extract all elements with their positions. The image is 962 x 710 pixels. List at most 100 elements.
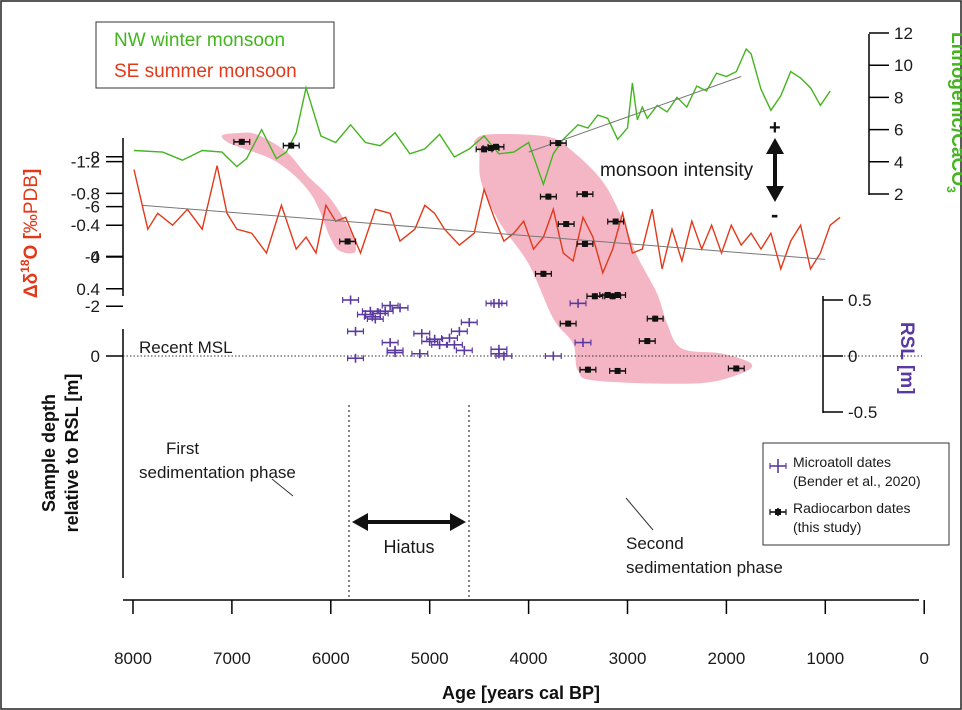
monsoon-arrow-head-down — [766, 186, 784, 202]
microatoll-point-12 — [386, 345, 404, 355]
series-layer — [133, 47, 841, 276]
second-phase-leader — [625, 497, 654, 531]
x-tick-label-6: 2000 — [707, 649, 745, 668]
radiocarbon-point-0-marker — [238, 138, 245, 145]
points-layer — [233, 138, 745, 374]
lithogenic-axis-title: Lithogenic/CaCO3 — [944, 32, 962, 193]
lithogenic-tick-label-4: 10 — [894, 56, 913, 75]
microatoll-point-13 — [391, 303, 409, 313]
axes — [122, 34, 919, 601]
radiocarbon-point-16-marker — [609, 293, 616, 300]
microatoll-point-21 — [450, 326, 468, 336]
bottom-legend-box — [762, 442, 950, 546]
radiocarbon-point-21 — [646, 315, 664, 322]
radiocarbon-point-9-marker — [563, 221, 570, 228]
radiocarbon-point-4-marker — [488, 145, 495, 152]
d18o-axis-title: Δδ18O [‰PDB] — [18, 169, 42, 298]
microatoll-point-30 — [569, 298, 587, 308]
winter-monsoon-trend — [528, 75, 742, 153]
radiocarbon-point-11 — [576, 240, 594, 247]
microatoll-point-2 — [347, 353, 365, 363]
microatoll-point-28 — [490, 349, 508, 359]
legend-radiocarbon-marker-marker — [775, 509, 781, 515]
radiocarbon-point-11-marker — [581, 240, 588, 247]
lithogenic-tick-label-1: 4 — [894, 153, 903, 172]
axis-ticks: 8000 7000 6000 5000 4000 3000 2000 1000 0 2 4 6 8 10 1… — [71, 24, 929, 668]
summer-monsoon-trend — [142, 204, 826, 260]
rsl-axis-title: RSL [m] — [896, 322, 917, 394]
monsoon-minus-sign: - — [771, 202, 778, 227]
radiocarbon-point-3-marker — [481, 146, 488, 153]
monsoon-plus-sign: + — [769, 117, 781, 139]
lithogenic-tick-label-0: 2 — [894, 185, 903, 204]
radiocarbon-point-5-marker — [492, 143, 499, 150]
lithogenic-tick-label-3: 8 — [894, 88, 903, 107]
d18o-tick-label-0: -1.2 — [71, 153, 100, 172]
legend-radiocarbon-marker — [769, 508, 787, 516]
radiocarbon-point-14-marker — [591, 293, 598, 300]
x-tick-label-7: 1000 — [806, 649, 844, 668]
radiocarbon-point-2 — [339, 238, 357, 245]
rsl-tick-label-2: -0.5 — [848, 403, 877, 422]
d18o-tick-label-1: -0.8 — [71, 184, 100, 203]
legend-winter-monsoon: NW winter monsoon — [114, 30, 285, 51]
radiocarbon-point-12 — [576, 191, 594, 198]
legend-summer-monsoon: SE summer monsoon — [114, 61, 297, 82]
x-tick-label-2: 6000 — [312, 649, 350, 668]
first-phase-leader — [271, 478, 294, 497]
radiocarbon-point-20 — [638, 338, 656, 345]
bottom-legend: Microatoll dates (Bender et al., 2020) Ra… — [762, 442, 950, 546]
hiatus-label: Hiatus — [383, 537, 434, 557]
radiocarbon-point-12-marker — [581, 191, 588, 198]
d18o-tick-label-3: 0 — [91, 248, 100, 267]
hiatus-arrow-head-right — [450, 513, 466, 531]
radiocarbon-point-0 — [233, 138, 251, 145]
x-axis-title: Age [years cal BP] — [442, 683, 600, 703]
radiocarbon-point-22 — [727, 365, 745, 372]
radiocarbon-point-17 — [607, 218, 625, 225]
radiocarbon-point-6 — [534, 270, 552, 277]
microatoll-point-19 — [440, 333, 458, 343]
microatoll-point-6 — [366, 314, 384, 324]
d18o-tick-label-4: 0.4 — [76, 280, 100, 299]
microatoll-point-1 — [347, 326, 365, 336]
radiocarbon-point-13-marker — [584, 366, 591, 373]
radiocarbon-point-6-marker — [540, 270, 547, 277]
depth-tick-label-4: -8 — [85, 148, 100, 167]
x-tick-label-0: 8000 — [114, 649, 152, 668]
summer-monsoon-line — [133, 165, 841, 276]
microatoll-point-20 — [445, 340, 463, 350]
d18o-tick-label-2: -0.4 — [71, 216, 100, 235]
first-phase-label: First sedimentation phase — [139, 439, 296, 482]
microatoll-point-8 — [376, 306, 394, 316]
microatoll-point-29 — [544, 351, 562, 361]
radiocarbon-point-9 — [557, 221, 575, 228]
x-tick-label-4: 4000 — [510, 649, 548, 668]
rsl-tick-label-1: 0 — [848, 347, 857, 366]
radiocarbon-point-15-marker — [604, 291, 611, 298]
depth-tick-label-2: -4 — [85, 247, 100, 266]
radiocarbon-point-21-marker — [652, 315, 659, 322]
monsoon-arrow-head-up — [766, 138, 784, 154]
lithogenic-tick-label-5: 12 — [894, 24, 913, 43]
radiocarbon-point-17-marker — [612, 218, 619, 225]
radiocarbon-point-19 — [609, 367, 627, 374]
radiocarbon-point-10-marker — [565, 320, 572, 327]
radiocarbon-point-19-marker — [614, 367, 621, 374]
monsoon-intensity-annotation: monsoon intensity + - — [600, 117, 784, 227]
hiatus-annotation: Hiatus — [348, 405, 470, 598]
top-legend: NW winter monsoon SE summer monsoon — [95, 21, 335, 89]
microatoll-point-17 — [426, 334, 444, 344]
microatoll-point-14 — [411, 349, 429, 359]
depth-tick-label-3: -6 — [85, 198, 100, 217]
radiocarbon-point-8-marker — [555, 140, 562, 147]
x-tick-label-3: 5000 — [411, 649, 449, 668]
radiocarbon-point-7-marker — [545, 193, 552, 200]
radiocarbon-point-1-marker — [288, 142, 295, 149]
recent-msl-label: Recent MSL — [139, 338, 233, 357]
radiocarbon-point-10 — [559, 320, 577, 327]
radiocarbon-point-2-marker — [344, 238, 351, 245]
microatoll-point-10 — [381, 338, 399, 348]
depth-tick-label-0: 0 — [91, 347, 100, 366]
x-tick-label-8: 0 — [919, 649, 928, 668]
